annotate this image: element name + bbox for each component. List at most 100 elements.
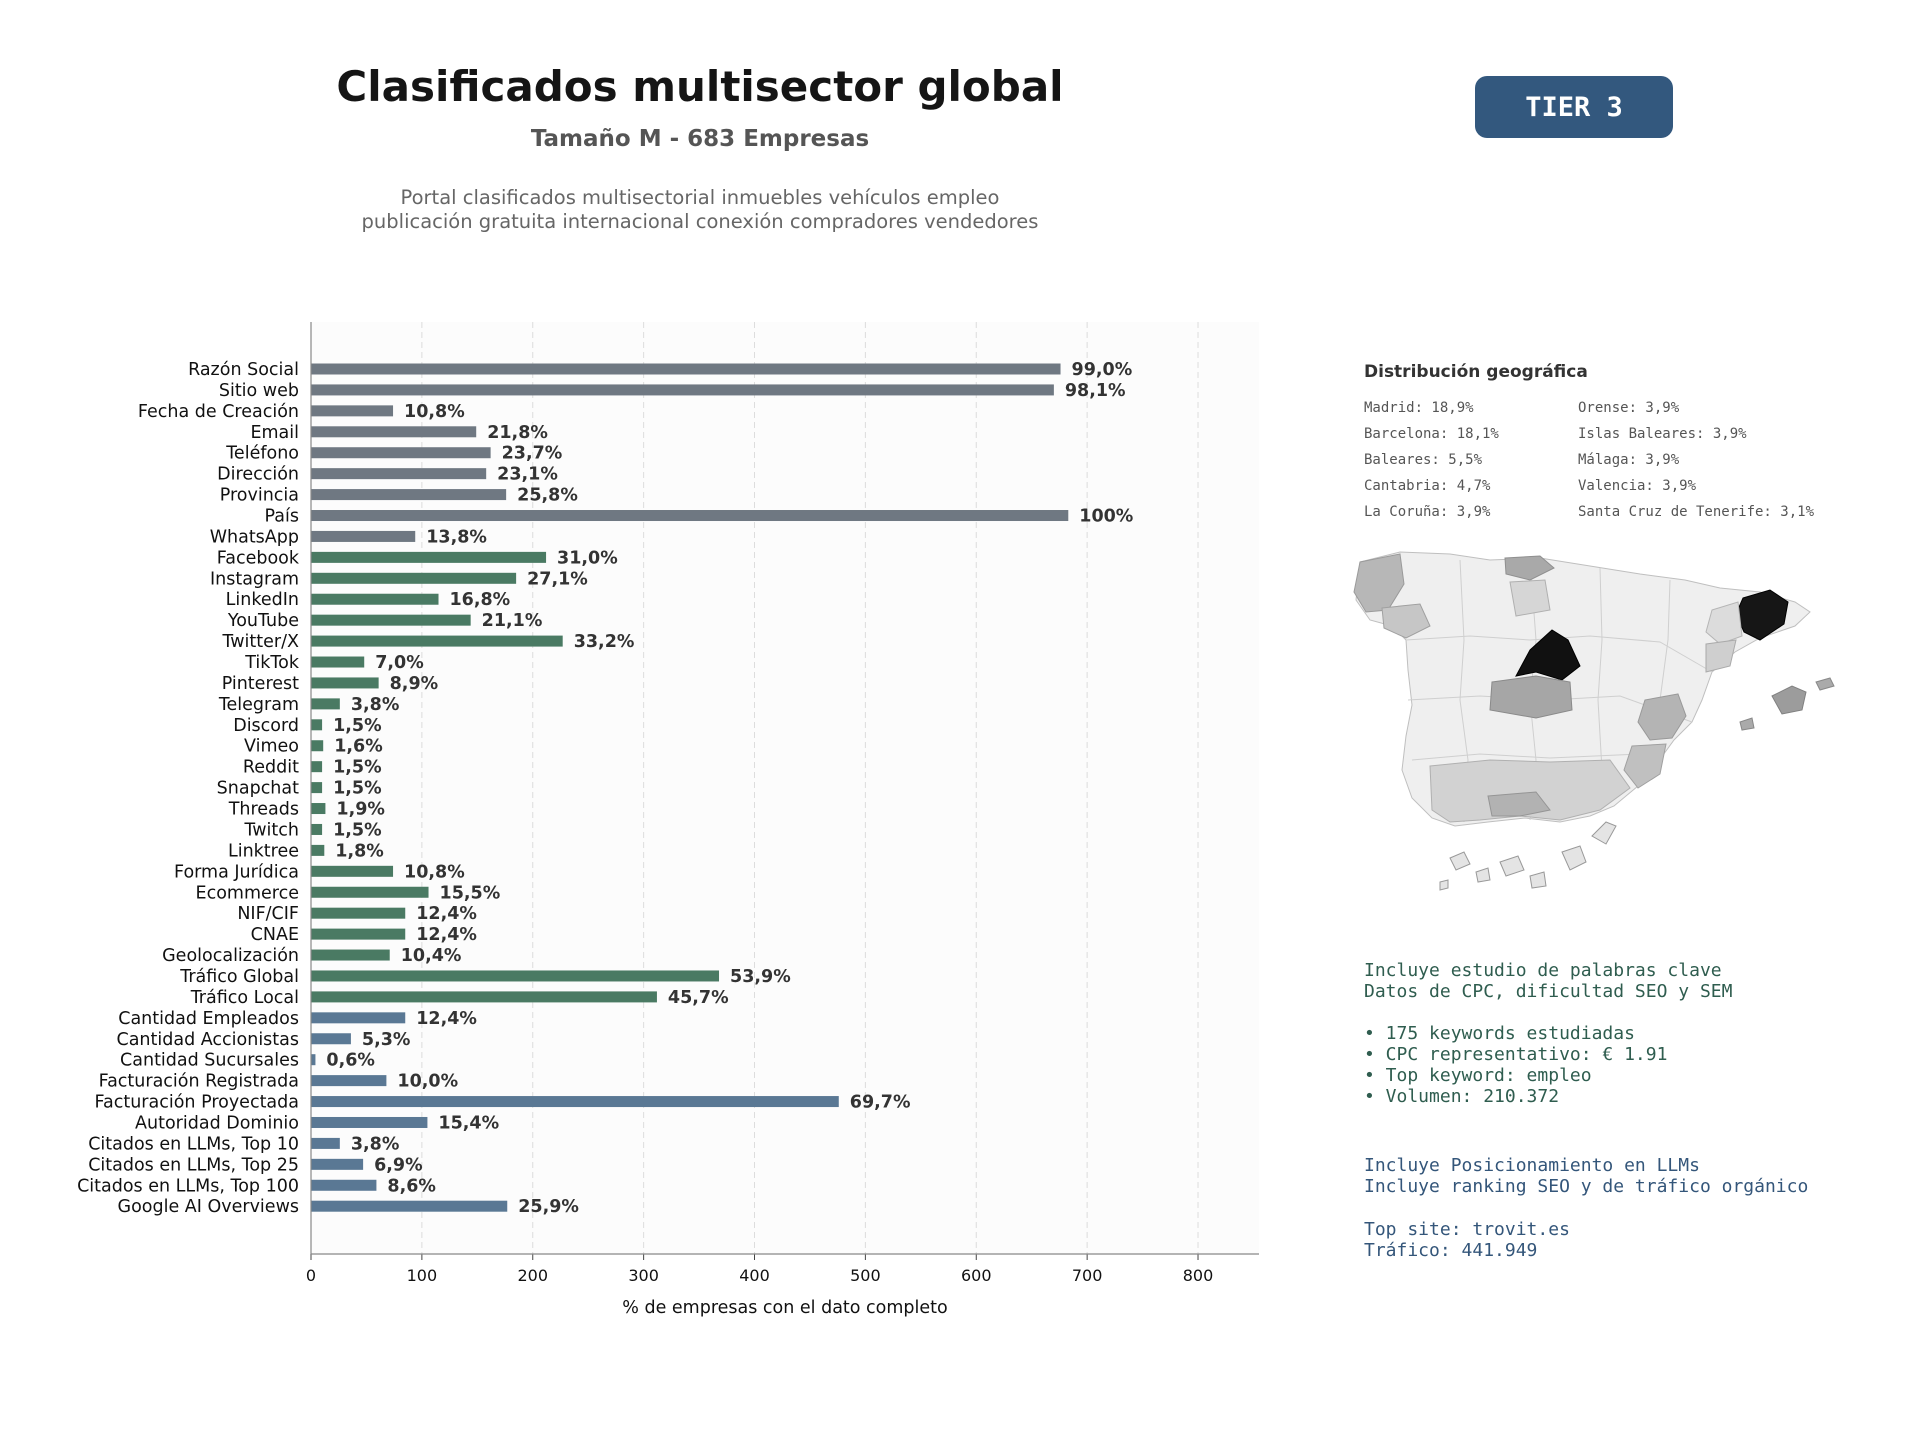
y-tick-label: Tráfico Global (179, 967, 299, 987)
page-subtitle: Tamaño M - 683 Empresas (530, 126, 870, 152)
data-label: 8,9% (390, 674, 439, 694)
x-tick-label: 500 (850, 1266, 881, 1285)
data-label: 21,8% (487, 423, 548, 443)
geo-item: Cantabria: 4,7% (1364, 478, 1491, 494)
y-tick-label: Geolocalización (162, 946, 299, 966)
bar (311, 1200, 508, 1212)
map-toledo (1489, 675, 1573, 719)
map-ibiza (1739, 717, 1755, 731)
map-orense (1381, 603, 1431, 639)
y-tick-label: Google AI Overviews (118, 1197, 299, 1217)
map-mallorca (1771, 685, 1807, 715)
y-tick-label: Cantidad Sucursales (120, 1051, 299, 1071)
geo-item: Santa Cruz de Tenerife: 3,1% (1578, 504, 1815, 520)
bar (311, 1012, 406, 1024)
geo-item: Barcelona: 18,1% (1364, 426, 1499, 442)
y-tick-label: Instagram (210, 569, 299, 589)
data-label: 1,5% (333, 779, 382, 799)
data-label: 100% (1079, 507, 1133, 527)
y-tick-label: Email (250, 423, 299, 443)
data-label: 1,5% (333, 716, 382, 736)
map-andalucia (1429, 759, 1631, 823)
y-tick-label: País (265, 507, 299, 527)
y-tick-label: NIF/CIF (237, 904, 299, 924)
y-tick-label: Facturación Registrada (99, 1072, 299, 1092)
data-label: 21,1% (482, 611, 543, 631)
x-tick-label: 200 (517, 1266, 548, 1285)
bar (311, 384, 1054, 396)
keywords-bullet: • Volumen: 210.372 (1364, 1086, 1560, 1107)
x-tick-label: 700 (1072, 1266, 1103, 1285)
y-tick-label: Tráfico Local (190, 988, 299, 1008)
y-tick-label: TikTok (244, 653, 300, 673)
bar (311, 1054, 316, 1066)
bar (311, 635, 563, 647)
map-madrid (1515, 629, 1581, 681)
x-tick-label: 300 (628, 1266, 659, 1285)
y-tick-label: Twitch (243, 820, 299, 840)
map-mainland (1355, 551, 1811, 827)
y-tick-label: Pinterest (222, 674, 299, 694)
bars: 99,0%98,1% 10,8% 21,8%23,7%23,1%25,8% 100% 1… (311, 360, 1133, 1217)
geo-item: Islas Baleares: 3,9% (1578, 426, 1747, 442)
x-tick-label: 600 (961, 1266, 992, 1285)
data-label: 3,8% (351, 1134, 400, 1154)
data-label: 98,1% (1065, 381, 1126, 401)
data-label: 12,4% (416, 904, 477, 924)
y-tick-label: WhatsApp (210, 527, 299, 547)
keywords-bullet: • Top keyword: empleo (1364, 1065, 1592, 1086)
y-tick-label: CNAE (251, 925, 299, 945)
data-label: 69,7% (850, 1093, 911, 1113)
data-label: 0,6% (326, 1051, 375, 1071)
map-tarragona (1705, 639, 1737, 673)
data-label: 10,0% (397, 1072, 458, 1092)
bar (311, 1033, 351, 1045)
bar (311, 761, 323, 773)
map-valencia (1637, 693, 1687, 741)
data-label: 1,5% (333, 758, 382, 778)
y-tick-label: Teléfono (225, 444, 299, 464)
data-label: 23,7% (502, 444, 563, 464)
y-tick-label: Telegram (218, 695, 299, 715)
y-tick-label: Dirección (217, 465, 299, 485)
y-tick-label: Facebook (217, 548, 300, 568)
y-tick-label: Citados en LLMs, Top 10 (88, 1134, 299, 1154)
bar (311, 1075, 387, 1087)
bar (311, 991, 657, 1003)
data-label: 27,1% (527, 569, 588, 589)
spain-map (1353, 551, 1835, 891)
data-label: 45,7% (668, 988, 729, 1008)
description-line-2: publicación gratuita internacional conex… (361, 210, 1039, 233)
y-tick-label: YouTube (227, 611, 299, 631)
bar (311, 426, 477, 438)
bar (311, 510, 1069, 522)
y-tick-label: Discord (233, 716, 299, 736)
data-label: 8,6% (387, 1176, 436, 1196)
bar (311, 865, 394, 877)
data-label: 12,4% (416, 1009, 477, 1029)
y-tick-label: Sitio web (219, 381, 299, 401)
geo-item: Orense: 3,9% (1578, 400, 1680, 416)
bar (311, 593, 439, 605)
bar (311, 844, 325, 856)
bar (311, 782, 323, 794)
y-tick-label: Facturación Proyectada (95, 1093, 299, 1113)
y-tick-label: Cantidad Accionistas (116, 1030, 299, 1050)
bar (311, 907, 406, 919)
y-tick-label: Ecommerce (196, 883, 299, 903)
data-label: 10,8% (404, 862, 465, 882)
x-tick-label: 100 (407, 1266, 438, 1285)
data-label: 16,8% (450, 590, 511, 610)
bar (311, 677, 379, 689)
llm-top-site: Top site: trovit.es (1364, 1219, 1570, 1240)
y-tick-label: Citados en LLMs, Top 25 (88, 1155, 299, 1175)
bar (311, 970, 720, 982)
y-tick-label: Razón Social (188, 360, 299, 380)
bar (311, 928, 406, 940)
y-tick-label: Fecha de Creación (138, 402, 299, 422)
y-tick-label: Linktree (228, 841, 299, 861)
llm-line-1: Incluye Posicionamiento en LLMs (1364, 1155, 1700, 1176)
map-burgos (1509, 579, 1551, 617)
y-tick-label: Twitter/X (221, 632, 299, 652)
data-label: 1,5% (333, 820, 382, 840)
